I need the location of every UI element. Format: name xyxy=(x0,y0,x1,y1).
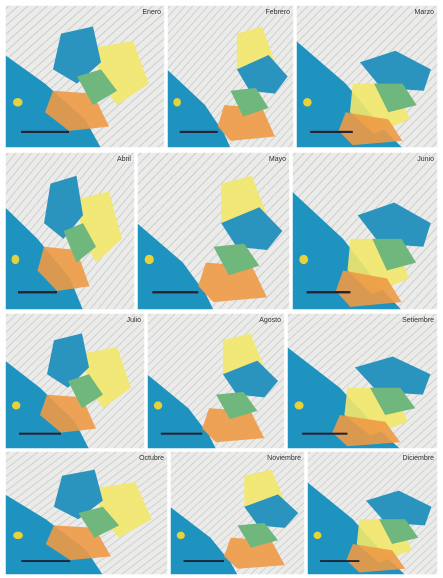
map-panel xyxy=(307,451,438,575)
panel-label: Octubre xyxy=(139,455,164,462)
north-arrow xyxy=(154,401,162,409)
map-panel xyxy=(167,5,294,148)
scale-bar xyxy=(161,433,202,435)
scale-bar xyxy=(21,560,70,562)
north-arrow xyxy=(303,98,312,107)
scale-bar xyxy=(307,291,351,293)
panel-label: Setiembre xyxy=(402,317,434,324)
map-panel xyxy=(5,5,165,148)
scale-bar xyxy=(180,131,218,133)
scale-bar xyxy=(184,560,225,562)
map-figure: Enero Febrero Marzo Abril Mayo Junio Julio Agos… xyxy=(0,0,443,578)
map-panel xyxy=(5,451,168,575)
panel-label: Junio xyxy=(417,156,434,163)
north-arrow xyxy=(299,255,308,264)
north-arrow xyxy=(177,532,185,539)
map-panel xyxy=(147,313,285,449)
panel-label: Abril xyxy=(117,156,131,163)
north-arrow xyxy=(173,98,181,107)
map-panel xyxy=(5,152,135,310)
north-arrow xyxy=(12,255,20,264)
north-arrow xyxy=(13,532,23,539)
scale-bar xyxy=(18,291,57,293)
north-arrow xyxy=(12,401,20,409)
north-arrow xyxy=(13,98,23,107)
panel-label: Mayo xyxy=(269,156,286,163)
scale-bar xyxy=(19,433,61,435)
map-panel xyxy=(296,5,438,148)
north-arrow xyxy=(295,401,304,409)
map-panel xyxy=(292,152,438,310)
map-panel xyxy=(137,152,290,310)
panel-label: Marzo xyxy=(415,9,435,16)
north-arrow xyxy=(145,255,154,264)
map-panel xyxy=(5,313,145,449)
scale-bar xyxy=(21,131,69,133)
scale-bar xyxy=(310,131,353,133)
map-panel xyxy=(287,313,438,449)
panel-label: Diciembre xyxy=(402,455,434,462)
scale-bar xyxy=(320,560,359,562)
north-arrow xyxy=(314,532,322,539)
panel-label: Noviembre xyxy=(267,455,301,462)
panel-label: Febrero xyxy=(265,9,290,16)
panel-label: Enero xyxy=(142,9,161,16)
scale-bar xyxy=(302,433,347,435)
map-panel xyxy=(170,451,305,575)
panel-label: Julio xyxy=(127,317,142,324)
scale-bar xyxy=(152,291,198,293)
panel-label: Agosto xyxy=(259,317,281,324)
map-grid: Enero Febrero Marzo Abril Mayo Junio Julio Agos… xyxy=(0,0,443,578)
